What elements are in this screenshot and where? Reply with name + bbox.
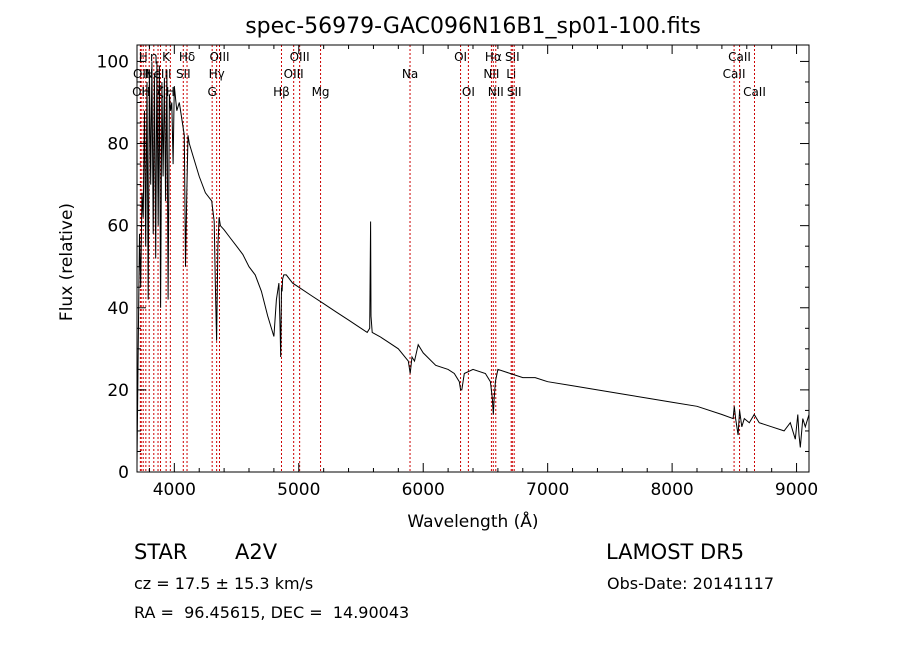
spectral-subclass: A2V — [235, 540, 278, 564]
x-axis: 4000 5000 6000 7000 8000 9000 — [148, 45, 818, 500]
line-marker-label: OIII — [290, 50, 310, 64]
line-marker-label: Hβ — [273, 85, 290, 99]
line-marker-label: Hγ — [209, 67, 225, 81]
line-marker-label: SII — [176, 67, 191, 81]
line-marker-label: NII — [488, 85, 504, 99]
redshift-value: cz = 17.5 ± 15.3 km/s — [134, 574, 314, 593]
line-markers: OIIOIIHHHηNeIIIζKHSIIHδGHγOIIIHβOIIIOIII… — [132, 45, 766, 472]
y-axis: 0 20 40 60 80 100 — [97, 52, 809, 483]
y-tick-label: 0 — [118, 463, 129, 483]
y-tick-label: 80 — [107, 135, 129, 155]
plot-frame — [136, 44, 810, 473]
y-tick-label: 20 — [107, 381, 129, 401]
x-tick-label: 8000 — [650, 480, 693, 500]
line-marker-label: Na — [402, 67, 418, 81]
line-marker-label: OIII — [209, 50, 229, 64]
line-marker-label: Hδ — [179, 50, 195, 64]
line-marker-label: Hα — [485, 50, 502, 64]
line-marker-label: SII — [505, 50, 520, 64]
y-tick-label: 100 — [97, 52, 129, 72]
line-marker-label: OI — [454, 50, 467, 64]
chart-title: spec-56979-GAC096N16B1_sp01-100.fits — [245, 14, 701, 39]
line-marker-label: H — [139, 50, 148, 64]
x-tick-label: 5000 — [277, 480, 320, 500]
y-tick-label: 40 — [107, 299, 129, 319]
y-axis-label: Flux (relative) — [57, 203, 77, 321]
y-tick-label: 60 — [107, 217, 129, 237]
line-marker-label: G — [208, 85, 217, 99]
line-marker-label: CaII — [723, 67, 746, 81]
line-marker-label: OI — [462, 85, 475, 99]
line-marker-label: SII — [507, 85, 522, 99]
x-tick-label: 4000 — [153, 480, 196, 500]
spectrum-line — [136, 61, 810, 464]
coordinates: RA = 96.45615, DEC = 14.90043 — [134, 603, 410, 622]
line-marker-label: K — [162, 50, 171, 64]
x-tick-label: 7000 — [526, 480, 569, 500]
survey-name: LAMOST DR5 — [606, 540, 745, 564]
line-marker-label: CaII — [728, 50, 751, 64]
line-marker-label: Li — [506, 67, 516, 81]
line-marker-label: η — [150, 50, 158, 64]
line-marker-label: NeIII — [145, 67, 172, 81]
line-marker-label: OIII — [284, 67, 304, 81]
line-marker-label: OII — [132, 85, 149, 99]
x-tick-label: 6000 — [402, 480, 445, 500]
line-marker-label: NII — [483, 67, 499, 81]
line-marker-label: H — [141, 85, 150, 99]
line-marker-label: CaII — [743, 85, 766, 99]
x-tick-label: 9000 — [775, 480, 818, 500]
line-marker-label: ζ — [157, 85, 164, 99]
x-axis-label: Wavelength (Å) — [407, 510, 538, 532]
obs-date: Obs-Date: 20141117 — [607, 574, 775, 593]
line-marker-label: Mg — [312, 85, 330, 99]
object-class: STAR — [134, 540, 188, 564]
line-marker-label: H — [166, 85, 175, 99]
